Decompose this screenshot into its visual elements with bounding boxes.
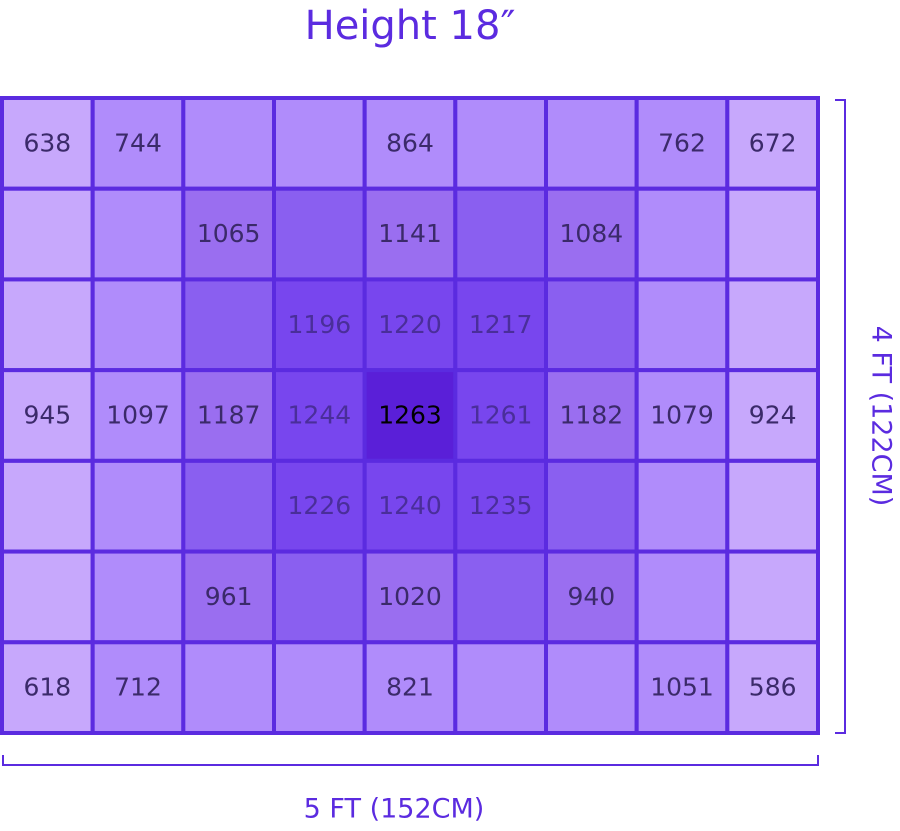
cell xyxy=(90,277,186,373)
cell xyxy=(725,186,820,282)
cell xyxy=(0,549,95,645)
cell xyxy=(90,186,186,282)
cell-value: 1235 xyxy=(469,491,533,520)
cell-value: 618 xyxy=(23,673,71,702)
cell-value: 864 xyxy=(386,128,434,157)
cell-value: 1261 xyxy=(469,401,533,430)
cell xyxy=(634,549,730,645)
cell xyxy=(544,186,639,282)
cell-value: 1240 xyxy=(378,491,442,520)
cell xyxy=(725,277,820,373)
cell xyxy=(181,640,276,735)
cell-value: 1196 xyxy=(288,310,352,339)
cell-value: 1182 xyxy=(560,401,624,430)
cell-value: 1065 xyxy=(197,219,261,248)
grid: 638 744 864 762 672 1065 1141 1084 1196 1220 1217 9… xyxy=(0,96,820,735)
cell-value: 1097 xyxy=(106,401,170,430)
cell xyxy=(544,96,639,191)
cell xyxy=(272,96,367,191)
cell xyxy=(362,277,458,373)
cell-value: 762 xyxy=(658,128,706,157)
cell xyxy=(272,186,367,282)
cell-value: 1187 xyxy=(197,401,261,430)
cell xyxy=(453,368,549,463)
cell xyxy=(453,186,549,282)
cell xyxy=(634,277,730,373)
width-label: 5 FT (152CM) xyxy=(304,794,485,825)
cell-value: 744 xyxy=(114,128,162,157)
cell xyxy=(272,549,367,645)
depth-bracket xyxy=(835,99,846,734)
cell-value: 1079 xyxy=(650,401,714,430)
cell xyxy=(362,368,458,463)
cell xyxy=(0,458,95,554)
cell xyxy=(544,458,639,554)
cell-value: 586 xyxy=(749,673,797,702)
cell xyxy=(272,640,367,735)
cell xyxy=(634,368,730,463)
cell xyxy=(90,640,186,735)
cell xyxy=(0,277,95,373)
cell-value: 821 xyxy=(386,673,434,702)
cell-value: 712 xyxy=(114,673,162,702)
cell-value: 1263 xyxy=(378,401,442,430)
cell-value: 638 xyxy=(23,128,71,157)
cell xyxy=(725,549,820,645)
cell xyxy=(181,458,276,554)
cell xyxy=(453,549,549,645)
cell-value: 1244 xyxy=(288,401,352,430)
cell-value: 672 xyxy=(749,128,797,157)
cell xyxy=(181,277,276,373)
cell xyxy=(544,640,639,735)
cell-value: 1226 xyxy=(288,491,352,520)
cell xyxy=(453,640,549,735)
cell-value: 1084 xyxy=(560,219,624,248)
cell xyxy=(0,640,95,735)
cell-value: 1217 xyxy=(469,310,533,339)
title: Height 18″ xyxy=(305,3,516,49)
cell xyxy=(90,458,186,554)
cell-value: 945 xyxy=(23,401,71,430)
cell xyxy=(181,368,276,463)
cell xyxy=(181,96,276,191)
cell xyxy=(634,458,730,554)
cell-value: 924 xyxy=(749,401,797,430)
cell xyxy=(362,640,458,735)
cell-value: 1220 xyxy=(378,310,442,339)
cell-value: 1020 xyxy=(378,582,442,611)
cell xyxy=(725,640,820,735)
cell xyxy=(725,458,820,554)
depth-label: 4 FT (122CM) xyxy=(866,326,897,507)
cell xyxy=(544,277,639,373)
cell-value: 961 xyxy=(205,582,253,611)
cell xyxy=(725,368,820,463)
cell-value: 1051 xyxy=(650,673,714,702)
cell xyxy=(362,458,458,554)
cell xyxy=(0,186,95,282)
width-bracket xyxy=(2,755,819,766)
cell-value: 940 xyxy=(567,582,615,611)
cell xyxy=(0,368,95,463)
cell xyxy=(453,458,549,554)
cell xyxy=(634,186,730,282)
cell xyxy=(90,549,186,645)
cell-value: 1141 xyxy=(378,219,442,248)
cell xyxy=(453,96,549,191)
